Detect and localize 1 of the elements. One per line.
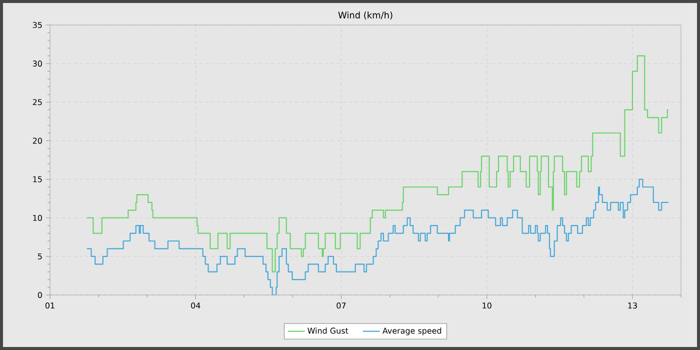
chart-title: Wind (km/h)	[338, 12, 392, 20]
